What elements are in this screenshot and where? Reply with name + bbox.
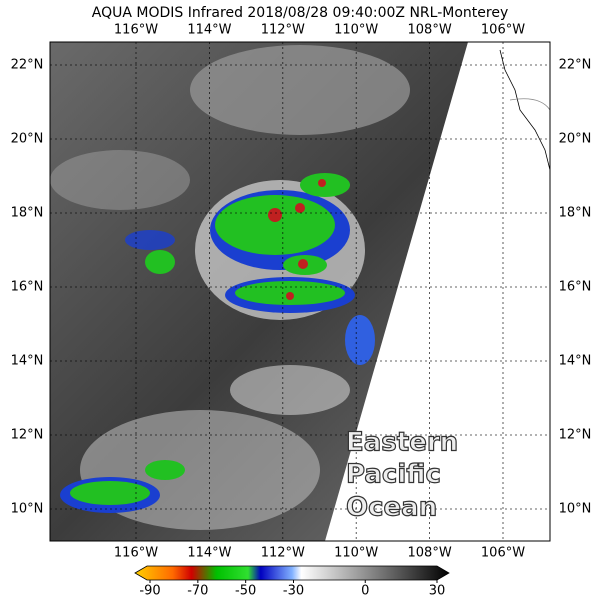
latitude-label: 12°N: [559, 428, 592, 443]
latitude-label: 14°N: [559, 354, 592, 369]
longitude-label: 114°W: [187, 546, 231, 561]
latitude-label: 18°N: [11, 206, 44, 221]
longitude-label: 110°W: [334, 546, 378, 561]
imagery: [50, 42, 550, 541]
latitude-label: 12°N: [11, 428, 44, 443]
latitude-label: 10°N: [11, 502, 44, 517]
annotation-line: Ocean: [346, 493, 437, 523]
colorbar-tick-label: -50: [235, 584, 256, 599]
latitude-label: 10°N: [559, 502, 592, 517]
latitude-label: 14°N: [11, 354, 44, 369]
colorbar-tick-label: -30: [283, 584, 304, 599]
longitude-label: 106°W: [481, 546, 525, 561]
longitude-label: 108°W: [408, 23, 452, 38]
annotation-line: Pacific: [346, 460, 441, 490]
latitude-label: 20°N: [559, 132, 592, 147]
longitude-label: 110°W: [334, 23, 378, 38]
longitude-label: 116°W: [114, 546, 158, 561]
latitude-label: 22°N: [559, 58, 592, 73]
longitude-label: 116°W: [114, 23, 158, 38]
longitude-label: 112°W: [261, 546, 305, 561]
latitude-label: 22°N: [11, 58, 44, 73]
longitude-label: 106°W: [481, 23, 525, 38]
colorbar-tick-label: 30: [429, 584, 446, 599]
annotation-line: Eastern: [346, 428, 458, 458]
latitude-label: 16°N: [11, 280, 44, 295]
longitude-label: 114°W: [187, 23, 231, 38]
colorbar: [134, 565, 450, 581]
latitude-label: 18°N: [559, 206, 592, 221]
title: AQUA MODIS Infrared 2018/08/28 09:40:00Z…: [92, 5, 508, 21]
longitude-label: 108°W: [408, 546, 452, 561]
longitude-label: 112°W: [261, 23, 305, 38]
latitude-label: 16°N: [559, 280, 592, 295]
colorbar-tick-label: -70: [187, 584, 208, 599]
colorbar-tick-label: 0: [361, 584, 369, 599]
colorbar-tick-label: -90: [139, 584, 160, 599]
latitude-label: 20°N: [11, 132, 44, 147]
